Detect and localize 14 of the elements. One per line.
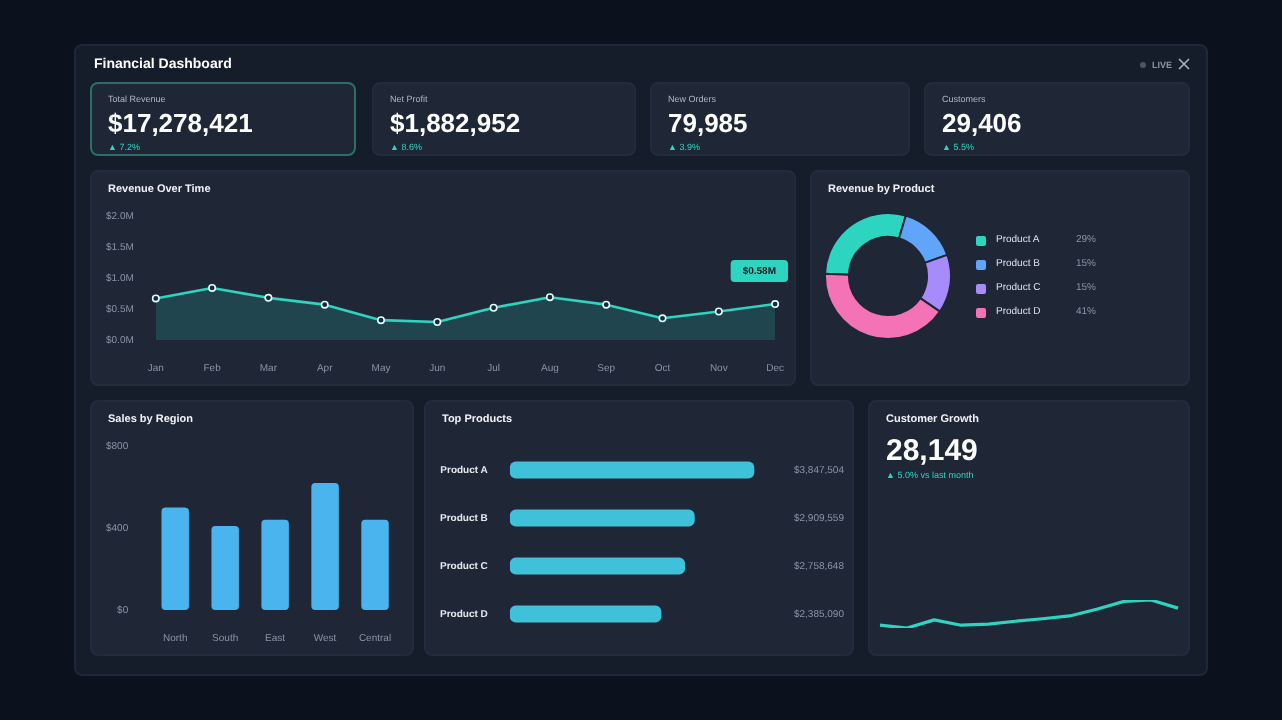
- text: 79,985: [668, 108, 750, 138]
- bar: [509, 461, 755, 479]
- bar: [311, 482, 339, 610]
- bar: [211, 525, 239, 610]
- bar: [161, 507, 189, 610]
- bar: [509, 605, 662, 623]
- text: 29,406: [942, 108, 1024, 138]
- bar: [361, 519, 389, 610]
- bar: [509, 509, 695, 527]
- bar: [509, 557, 686, 575]
- text: 28,149: [886, 434, 978, 468]
- bar: [261, 519, 289, 610]
- text: $17,278,421: [108, 108, 255, 138]
- text: $1,882,952: [390, 108, 523, 138]
